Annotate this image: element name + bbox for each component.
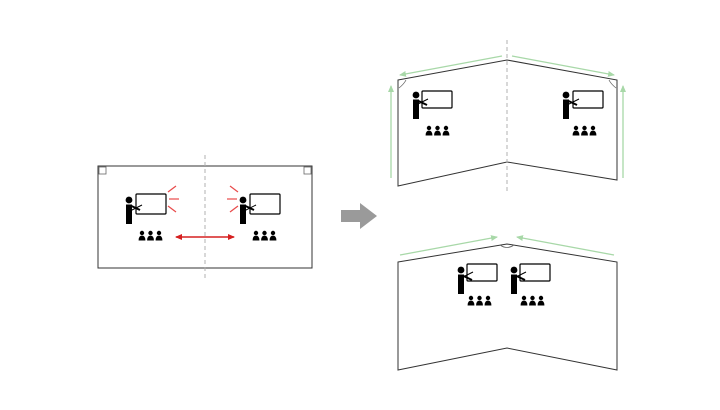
whiteboard-icon: [415, 90, 453, 109]
whiteboard-icon: [129, 193, 167, 215]
teacher-icon: [412, 91, 428, 119]
folded-away-panel: [388, 40, 626, 192]
whiteboard-icon: [513, 263, 551, 282]
classroom-zone-right: [562, 90, 604, 136]
folded-toward-outline: [397, 243, 618, 371]
folded-away-outline: [397, 59, 618, 187]
teacher-icon: [562, 91, 578, 119]
students-icon: [467, 295, 492, 306]
corner-marker-left: [98, 166, 107, 175]
students-icon: [520, 295, 545, 306]
teacher-icon: [510, 266, 526, 294]
classroom-zone-left: [412, 90, 453, 136]
classroom-zone-right: [510, 263, 551, 306]
teacher-icon: [239, 196, 255, 224]
corner-marker-right: [303, 166, 312, 175]
flat-room-panel: [97, 155, 313, 280]
students-icon: [252, 230, 277, 241]
whiteboard-icon: [243, 193, 281, 215]
whiteboard-icon: [566, 90, 604, 109]
students-icon: [138, 230, 163, 241]
corner-marker-right: [608, 79, 617, 89]
green-arrow-top-left: [399, 55, 503, 77]
students-icon: [425, 125, 450, 136]
green-arrow-top-right: [511, 55, 615, 77]
classroom-zone-left: [457, 263, 498, 306]
students-icon: [572, 125, 597, 136]
interference-lines-left: [167, 185, 179, 213]
interference-lines-right: [227, 185, 239, 213]
folded-toward-panel: [397, 235, 618, 371]
classroom-zone-right: [239, 193, 281, 241]
classroom-zone-left: [125, 193, 167, 241]
right-arrow-icon: [341, 203, 377, 229]
corner-marker-left: [398, 79, 407, 89]
green-arrow-top-right: [516, 235, 615, 256]
teacher-icon: [457, 266, 473, 294]
corner-marker-center: [499, 244, 515, 248]
green-arrow-top-left: [399, 235, 498, 256]
teacher-icon: [125, 196, 141, 224]
